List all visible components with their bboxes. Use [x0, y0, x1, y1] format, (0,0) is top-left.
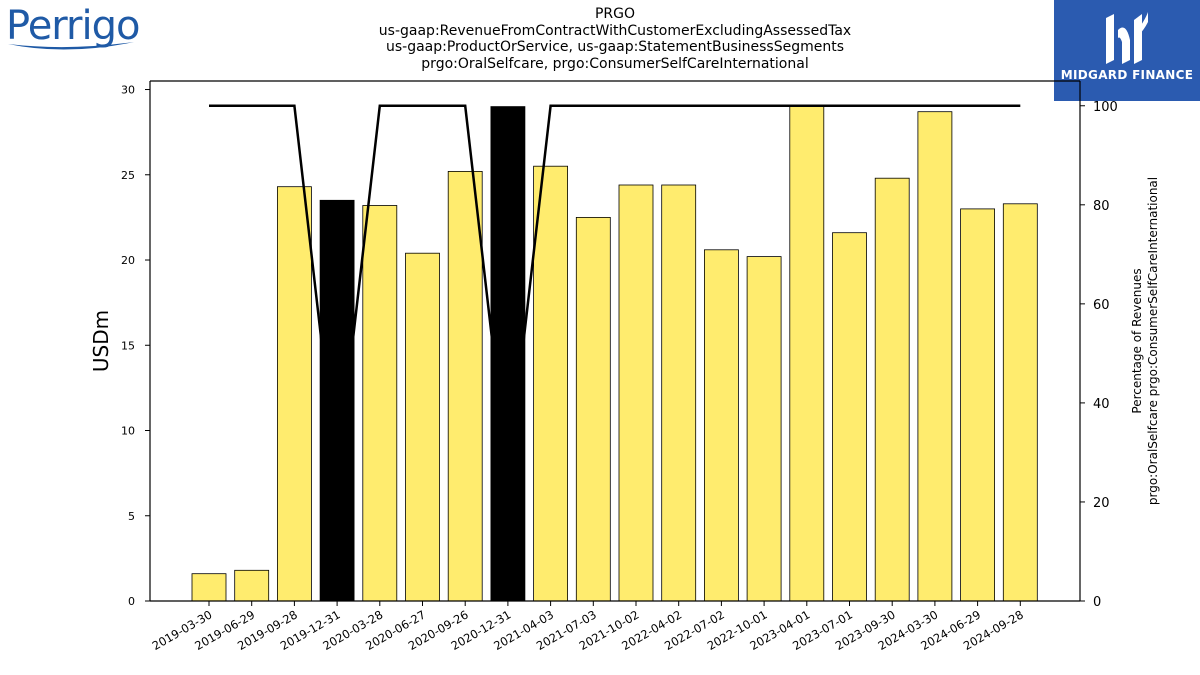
perrigo-logo: Perrigo [6, 3, 140, 54]
bar [575, 216, 611, 602]
chart-title-line: us-gaap:RevenueFromContractWithCustomerE… [378, 22, 852, 39]
y-tick-label: 10 [121, 425, 135, 438]
bar [405, 252, 440, 602]
midgard-m-icon [1106, 12, 1148, 65]
y-tick-label: 25 [121, 169, 135, 182]
y2-tick-label: 20 [1093, 496, 1110, 511]
y-tick-label: 30 [121, 84, 135, 97]
bar [276, 186, 312, 602]
perrigo-swoosh-icon [8, 42, 134, 50]
y2-tick-label: 80 [1093, 199, 1110, 214]
chart-title-line: PRGO [594, 6, 636, 22]
bar [661, 184, 697, 602]
bar [362, 205, 398, 602]
midgard-finance-logo: MIDGARD FINANCE [1054, 0, 1200, 101]
bar [789, 106, 825, 602]
y-tick-label: 15 [121, 339, 135, 352]
bar [533, 165, 568, 602]
bar [447, 170, 483, 602]
bar [704, 249, 739, 602]
chart-title-line: us-gaap:ProductOrService, us-gaap:Statem… [385, 39, 844, 55]
y2-tick-label: 100 [1093, 100, 1118, 115]
chart-title-line: prgo:OralSelfcare, prgo:ConsumerSelfCare… [421, 55, 809, 72]
bar [832, 232, 867, 602]
midgard-brand-text: MIDGARD FINANCE [1060, 68, 1194, 82]
bar [191, 573, 227, 602]
percentage-line [209, 104, 1021, 478]
y-tick-label: 20 [121, 254, 135, 267]
bar [618, 184, 654, 602]
chart-title: PRGO us-gaap:RevenueFromContractWithCust… [300, 6, 930, 72]
bar [960, 208, 995, 602]
y-axis-label: USDm [89, 310, 113, 372]
bar [874, 177, 910, 602]
bar [917, 111, 953, 602]
bar [319, 199, 355, 602]
bar [490, 106, 526, 602]
y-tick-label: 5 [128, 510, 135, 523]
y-tick-label: 0 [128, 595, 135, 608]
y2-axis-label: prgo:OralSelfcare prgo:ConsumerSelfCareI… [1146, 177, 1160, 505]
y2-tick-label: 0 [1093, 595, 1101, 610]
bar [234, 569, 270, 602]
y2-tick-label: 40 [1093, 397, 1110, 412]
bar [746, 256, 782, 602]
bar [1002, 203, 1038, 602]
y2-axis-label: Percentage of Revenues [1130, 268, 1144, 413]
perrigo-logo-text: Perrigo [6, 3, 140, 49]
y2-tick-label: 60 [1093, 298, 1110, 313]
